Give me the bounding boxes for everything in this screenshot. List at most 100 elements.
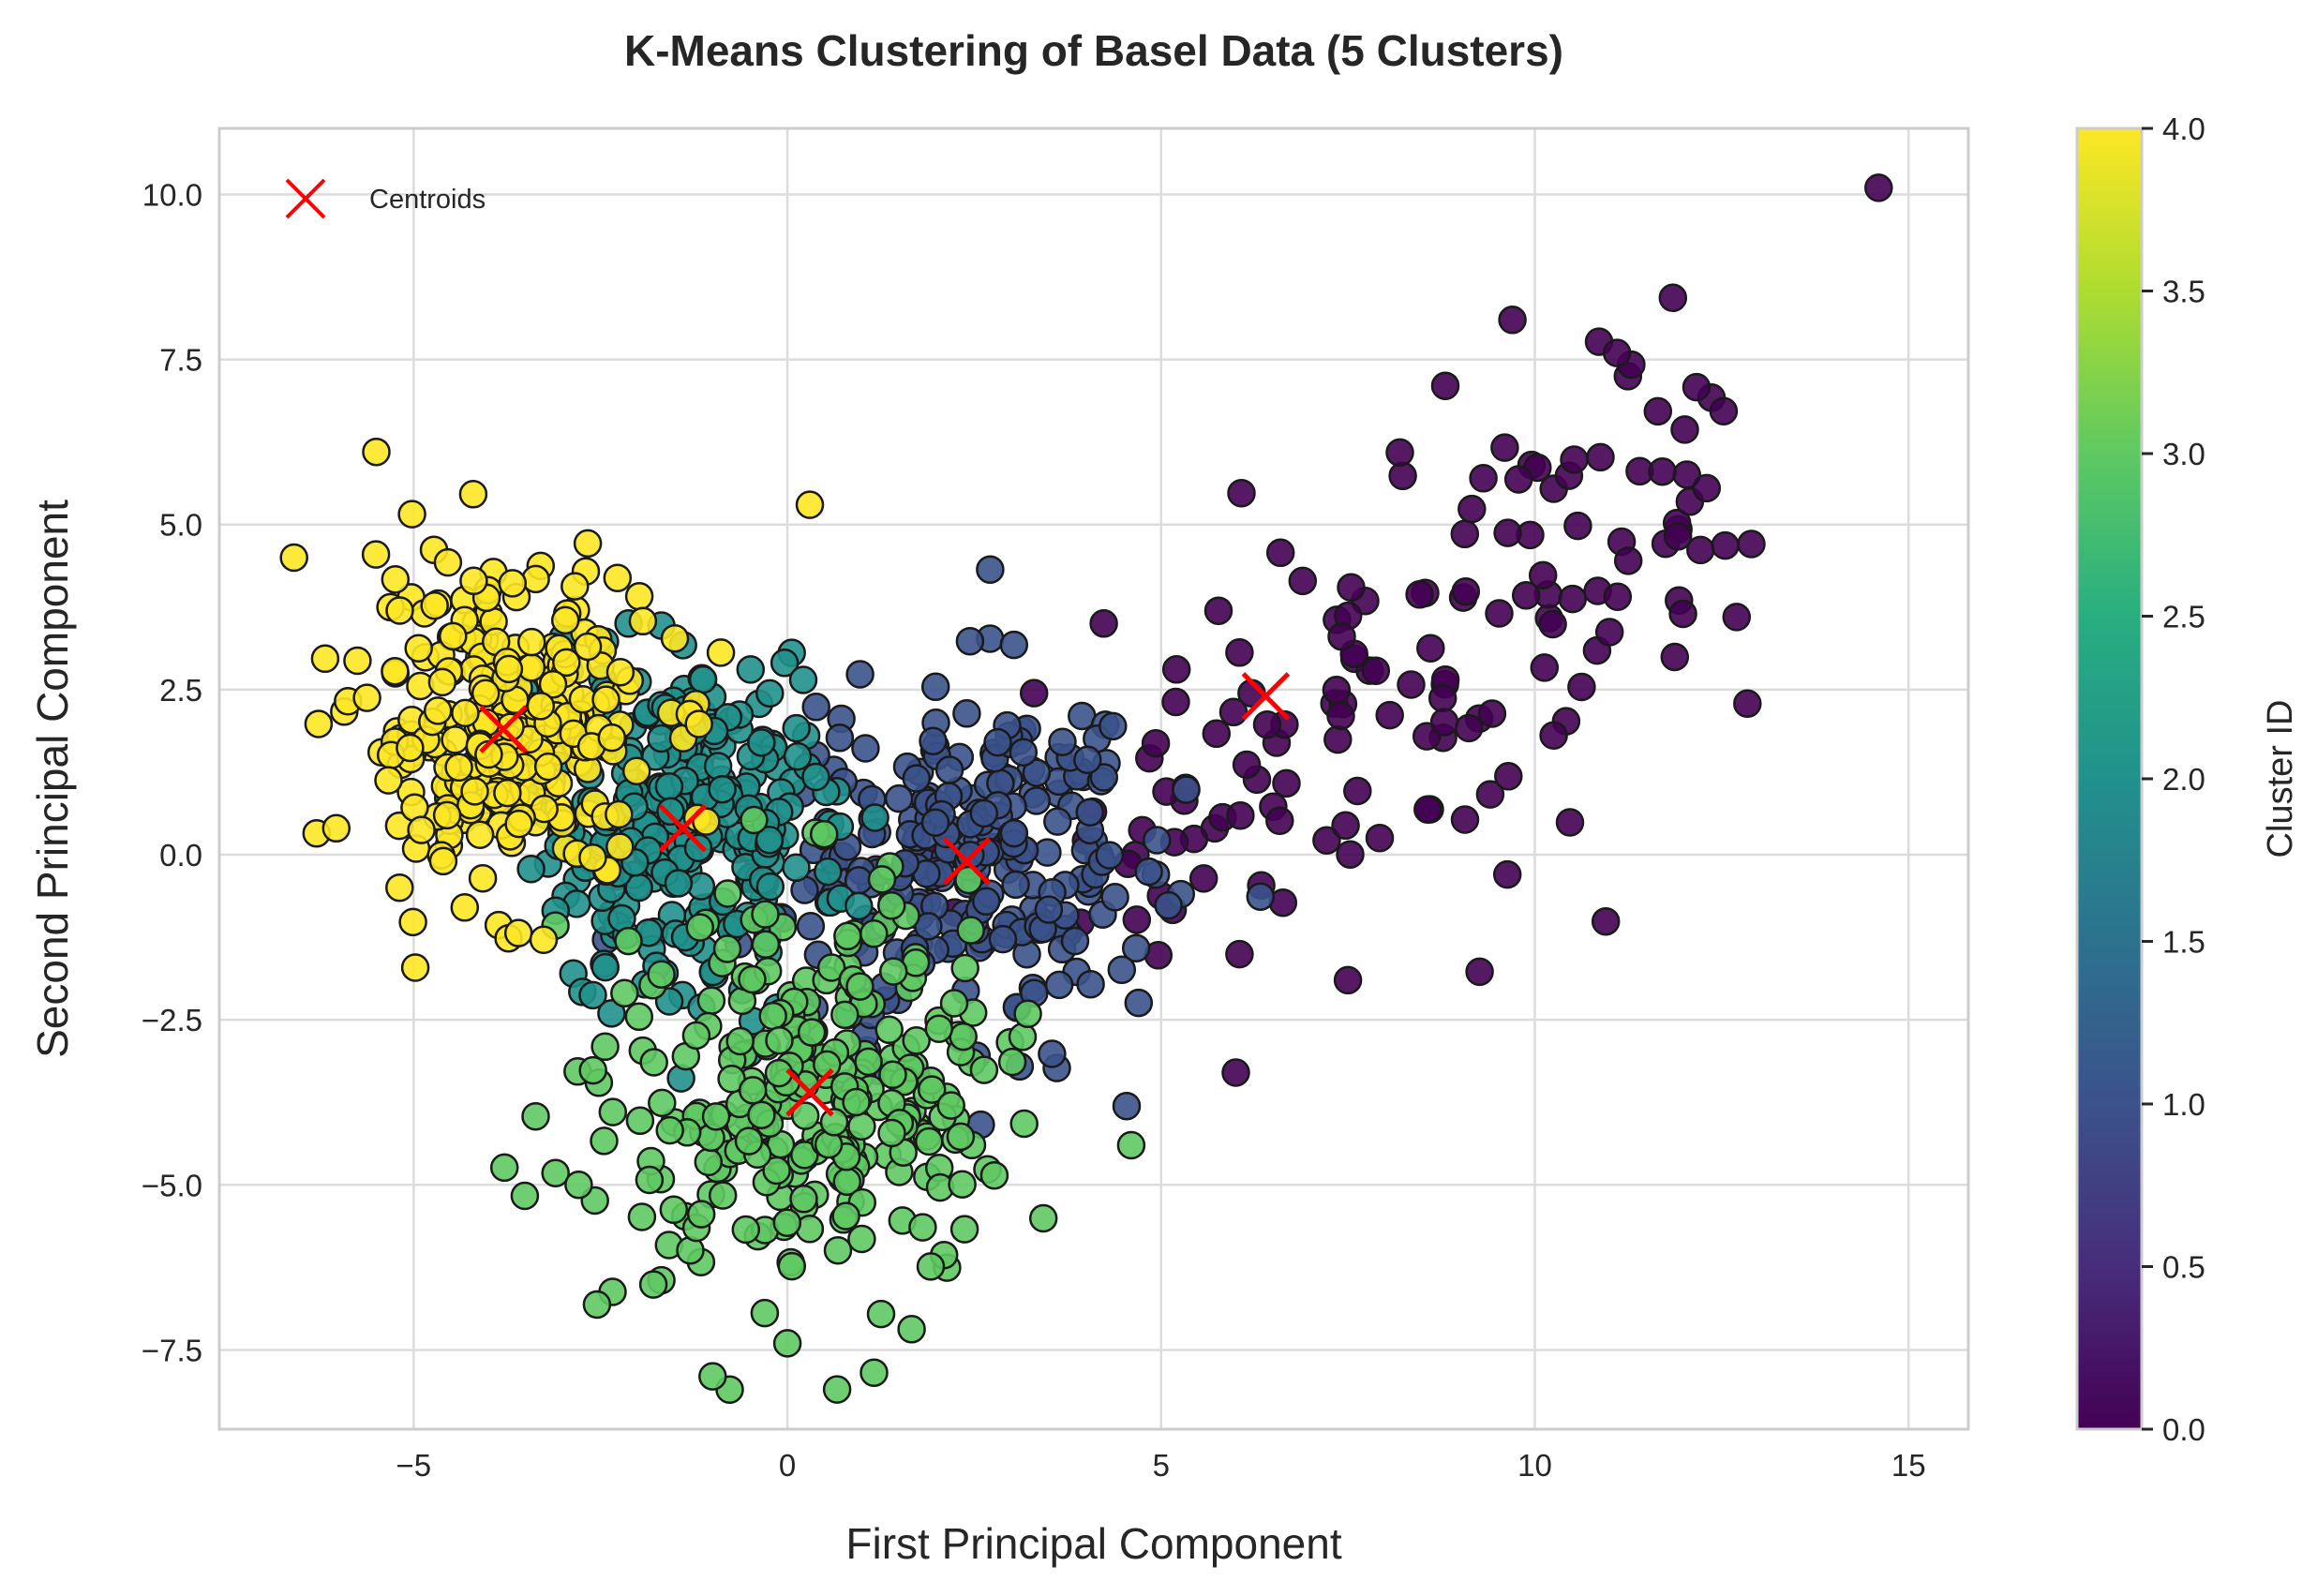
data-point <box>1494 762 1523 791</box>
data-point <box>1009 1109 1039 1139</box>
data-point <box>397 500 426 529</box>
data-point <box>1202 719 1232 749</box>
centroid-markers <box>479 672 1291 1117</box>
data-point <box>1161 655 1191 684</box>
x-tick-label: −5 <box>396 1448 432 1483</box>
data-point <box>1326 701 1355 731</box>
data-point <box>343 646 372 676</box>
colorbar-ticks: 0.0 0.5 1.0 1.5 2.0 2.5 3.0 3.5 4.0 <box>2142 112 2205 1447</box>
data-point <box>591 685 620 714</box>
data-point <box>939 989 969 1018</box>
data-point <box>533 752 563 782</box>
data-point <box>866 1299 896 1329</box>
data-point <box>708 774 737 804</box>
data-point <box>1670 415 1699 444</box>
data-point <box>692 807 721 836</box>
data-point <box>1116 1130 1146 1160</box>
data-point <box>1044 970 1074 1000</box>
data-point <box>747 1100 776 1129</box>
data-point <box>439 621 468 651</box>
data-point <box>590 952 620 982</box>
colorbar-tick-label: 2.5 <box>2162 600 2205 634</box>
data-point <box>1682 372 1712 402</box>
colorbar-tick-label: 0.0 <box>2162 1412 2205 1447</box>
data-point <box>1343 776 1372 806</box>
data-point <box>400 953 430 982</box>
data-point <box>603 563 633 592</box>
data-point <box>1451 576 1481 606</box>
data-point <box>1429 708 1459 737</box>
data-point <box>374 766 403 795</box>
data-point <box>1405 580 1434 609</box>
legend: Centroids <box>285 178 486 219</box>
data-point <box>361 540 391 569</box>
data-point <box>750 1298 780 1328</box>
data-point <box>825 723 855 753</box>
data-point <box>969 798 999 828</box>
colorbar-tick-label: 1.5 <box>2162 925 2205 960</box>
data-point <box>782 713 811 743</box>
data-point <box>381 656 410 686</box>
data-point <box>450 893 480 922</box>
data-point <box>698 1362 727 1391</box>
data-point <box>1225 939 1254 969</box>
data-point <box>1613 546 1643 575</box>
data-point <box>999 818 1029 848</box>
data-point <box>860 803 889 832</box>
data-point <box>1658 283 1688 313</box>
data-point <box>1648 456 1677 486</box>
data-point <box>747 728 776 757</box>
data-point <box>1450 805 1480 834</box>
data-point <box>1221 1058 1250 1087</box>
data-point <box>1668 599 1697 629</box>
data-point <box>1555 808 1585 837</box>
data-point <box>822 1375 852 1404</box>
data-point <box>459 566 488 596</box>
data-point <box>783 741 813 771</box>
data-point <box>1161 687 1190 717</box>
data-point <box>1493 518 1522 547</box>
data-point <box>1075 798 1105 827</box>
data-point <box>1530 653 1560 682</box>
data-point <box>706 638 736 667</box>
data-point <box>1539 721 1568 750</box>
centroid-marker <box>785 1067 834 1117</box>
data-point <box>605 832 635 861</box>
y-tick-label: 7.5 <box>159 343 202 378</box>
data-point <box>1711 530 1740 560</box>
data-point <box>1416 634 1445 663</box>
data-point <box>1265 806 1294 836</box>
colorbar-tick-label: 3.0 <box>2162 437 2205 471</box>
data-point <box>851 734 880 763</box>
data-point <box>561 572 590 601</box>
y-axis-label: Second Principal Component <box>28 500 77 1058</box>
data-point <box>999 630 1029 660</box>
data-point <box>860 919 889 948</box>
data-point <box>734 1126 764 1156</box>
data-point <box>762 1156 791 1186</box>
data-point <box>919 726 948 755</box>
data-point <box>654 771 684 801</box>
data-point <box>845 660 874 689</box>
y-tick-label: 2.5 <box>159 673 202 708</box>
data-point <box>664 869 694 898</box>
data-point <box>321 813 351 843</box>
data-point <box>976 555 1005 584</box>
data-point <box>420 590 449 620</box>
data-point <box>624 1002 654 1032</box>
data-point <box>842 1087 871 1117</box>
data-point <box>660 623 690 653</box>
data-point <box>801 693 830 722</box>
x-axis-label: First Principal Component <box>845 1519 1341 1568</box>
data-point <box>755 872 785 902</box>
data-point <box>489 1153 519 1183</box>
data-point <box>639 1048 668 1077</box>
data-point <box>790 1141 819 1170</box>
data-point <box>934 755 964 784</box>
data-point <box>550 605 580 635</box>
y-tick-label: −7.5 <box>142 1333 202 1367</box>
data-point <box>1733 689 1762 719</box>
data-point <box>1227 478 1256 508</box>
grid <box>219 128 1968 1429</box>
